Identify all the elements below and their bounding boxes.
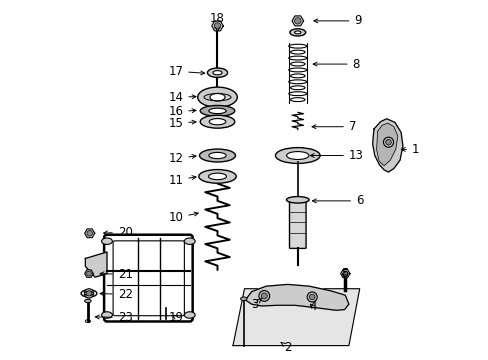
Ellipse shape xyxy=(286,197,308,203)
Ellipse shape xyxy=(213,71,222,75)
Ellipse shape xyxy=(289,29,305,36)
Text: 8: 8 xyxy=(312,58,359,71)
Ellipse shape xyxy=(84,292,93,295)
Text: 10: 10 xyxy=(168,211,198,224)
Text: 4: 4 xyxy=(308,300,316,313)
Text: 1: 1 xyxy=(401,143,419,156)
Ellipse shape xyxy=(199,170,236,183)
Circle shape xyxy=(214,23,220,29)
Ellipse shape xyxy=(286,152,308,159)
Ellipse shape xyxy=(199,149,235,162)
Ellipse shape xyxy=(200,115,234,128)
Text: 16: 16 xyxy=(168,105,196,118)
Text: 19: 19 xyxy=(168,311,183,324)
Ellipse shape xyxy=(102,312,112,318)
Circle shape xyxy=(309,294,314,300)
FancyBboxPatch shape xyxy=(289,200,305,248)
Circle shape xyxy=(385,139,390,145)
Circle shape xyxy=(383,137,393,147)
Text: 18: 18 xyxy=(210,12,224,31)
Ellipse shape xyxy=(209,93,224,101)
Polygon shape xyxy=(211,21,223,31)
Circle shape xyxy=(86,271,91,276)
Ellipse shape xyxy=(208,173,226,180)
Polygon shape xyxy=(84,229,95,238)
Text: 17: 17 xyxy=(168,65,204,78)
Ellipse shape xyxy=(84,299,91,303)
Circle shape xyxy=(342,271,347,276)
Polygon shape xyxy=(246,284,348,310)
Polygon shape xyxy=(232,289,359,346)
Polygon shape xyxy=(84,270,93,277)
Text: 21: 21 xyxy=(100,268,133,281)
Ellipse shape xyxy=(207,68,227,77)
Polygon shape xyxy=(376,123,397,166)
Ellipse shape xyxy=(209,118,225,125)
Text: 2: 2 xyxy=(281,341,291,354)
Ellipse shape xyxy=(184,312,195,318)
Ellipse shape xyxy=(240,297,246,301)
Ellipse shape xyxy=(275,148,320,163)
Text: 14: 14 xyxy=(168,91,196,104)
Text: 3: 3 xyxy=(251,298,261,311)
Text: 7: 7 xyxy=(311,120,356,133)
Circle shape xyxy=(261,293,267,299)
Ellipse shape xyxy=(102,238,112,244)
Text: 23: 23 xyxy=(95,311,132,324)
Polygon shape xyxy=(340,270,349,278)
Polygon shape xyxy=(85,252,107,277)
Text: 9: 9 xyxy=(313,14,361,27)
Text: 12: 12 xyxy=(168,152,196,165)
Text: 22: 22 xyxy=(100,288,133,301)
Circle shape xyxy=(258,291,269,301)
Ellipse shape xyxy=(184,238,195,244)
Circle shape xyxy=(306,292,317,302)
Text: 13: 13 xyxy=(310,149,363,162)
Circle shape xyxy=(84,289,94,298)
Text: 6: 6 xyxy=(312,194,363,207)
Text: 5: 5 xyxy=(341,267,348,280)
Text: 11: 11 xyxy=(168,174,196,186)
FancyBboxPatch shape xyxy=(113,241,184,316)
Text: 20: 20 xyxy=(103,226,132,239)
Ellipse shape xyxy=(200,105,234,116)
Polygon shape xyxy=(372,119,402,172)
Ellipse shape xyxy=(294,31,300,34)
Circle shape xyxy=(86,291,91,296)
Ellipse shape xyxy=(208,108,225,114)
Ellipse shape xyxy=(197,87,237,107)
Ellipse shape xyxy=(208,152,225,159)
Circle shape xyxy=(87,230,92,236)
Circle shape xyxy=(294,18,300,24)
Text: 15: 15 xyxy=(168,117,196,130)
Polygon shape xyxy=(291,16,303,26)
